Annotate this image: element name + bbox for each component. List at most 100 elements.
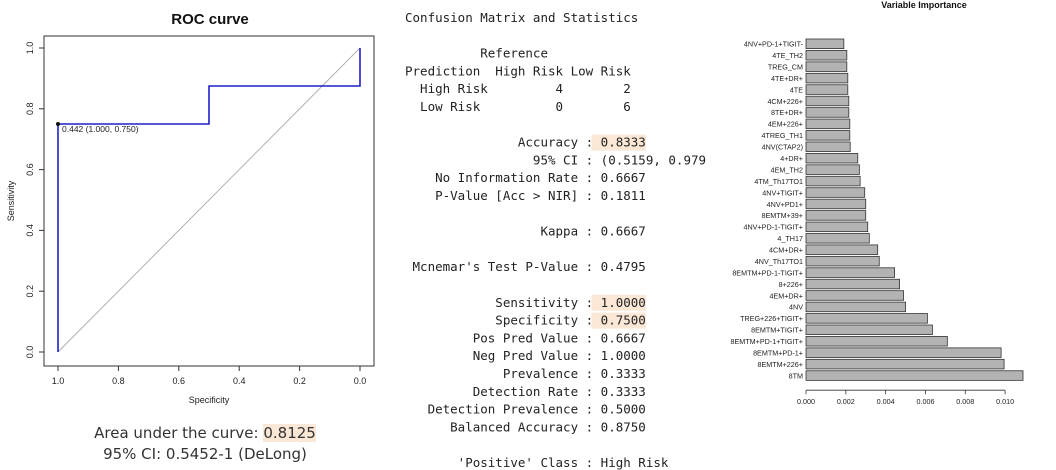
importance-bar-label: 4+DR+ (780, 154, 803, 163)
auc-label: Area under the curve: (94, 424, 264, 442)
importance-bar-label: 4NV (789, 303, 803, 312)
stat-line: 'Positive' Class : High Risk (405, 455, 669, 470)
roc-curve-line (57, 48, 361, 352)
importance-bar-label: 8TM (789, 371, 803, 380)
stat-line: Sensitivity : 1.0000 (405, 295, 646, 310)
vi-x-tick-label: 0.000 (797, 397, 815, 406)
importance-bar (805, 130, 851, 141)
importance-bar-label: 4TE_TH2 (772, 51, 803, 60)
roc-x-axis-label: Specificity (189, 395, 230, 405)
importance-bar (805, 221, 869, 233)
vi-title: Variable Importance (881, 0, 967, 10)
roc-y-tick-label: 0.6 (25, 163, 35, 176)
auc-summary: Area under the curve: 0.8125 (0, 424, 410, 442)
roc-x-tick-label: 0.8 (112, 376, 125, 386)
stat-line: Pos Pred Value : 0.6667 (405, 330, 646, 345)
importance-bar-label: 8EMTM+226+ (757, 360, 803, 369)
importance-bar (805, 95, 850, 107)
stat-line: Prediction High Risk Low Risk (405, 63, 631, 78)
importance-bar (805, 72, 849, 84)
importance-bar-label: 4EM+DR+ (769, 291, 803, 300)
importance-bar (805, 61, 848, 72)
importance-bar-label: TREG_CM (768, 62, 803, 71)
auc-ci: 95% CI: 0.5452-1 (DeLong) (103, 445, 307, 463)
vi-layer: 4NV+PD-1+TIGIT- 4TE_TH2 TREG_CM 4TE+DR+ 4TE 4… (731, 38, 1024, 406)
importance-bar-label: 4NV+TIGIT+ (762, 188, 803, 197)
importance-bar (805, 267, 895, 278)
importance-bar-label: 4EM+226+ (768, 120, 803, 129)
roc-y-axis-label: Sensitivity (6, 180, 16, 221)
roc-threshold-point (56, 122, 60, 126)
importance-bar (805, 313, 928, 324)
stat-line: Balanced Accuracy : 0.8750 (405, 419, 646, 434)
variable-importance-chart: Variable Importance 4NV+PD-1+TIGIT- 4TE_T… (731, 0, 1024, 406)
importance-bar (805, 370, 1024, 381)
importance-bar-label: 8EMTM+PD-1+TIGIT+ (731, 337, 804, 346)
roc-y-tick-label: 0.0 (25, 346, 35, 359)
importance-bar-label: 4CM+226+ (767, 97, 803, 106)
importance-bar (805, 38, 845, 50)
importance-bar-label: 8EMTM+39+ (761, 211, 803, 220)
stat-line: Kappa : 0.6667 (405, 224, 646, 239)
importance-bar-label: 4NV+PD-1-TIGIT+ (743, 223, 803, 232)
importance-bar-label: 4TE (790, 85, 803, 94)
stat-line: High Risk 4 2 (405, 81, 631, 96)
importance-bar-label: 4_TH17 (777, 234, 803, 243)
importance-bar-label: 4CM+DR+ (769, 246, 803, 255)
importance-bar (805, 118, 851, 130)
vi-x-tick-label: 0.008 (956, 397, 974, 406)
importance-bar (805, 347, 1002, 358)
importance-bar-label: TREG+226+TIGIT+ (740, 314, 803, 323)
importance-bar (805, 175, 861, 187)
roc-y-tick-label: 0.4 (25, 224, 35, 237)
roc-x-tick-label: 0.2 (293, 376, 306, 386)
roc-x-tick-label: 0.0 (354, 376, 367, 386)
stat-line: P-Value [Acc > NIR] : 0.1811 (405, 188, 646, 203)
roc-y-tick-label: 0.8 (25, 103, 35, 116)
stat-line: Prevalence : 0.3333 (405, 366, 646, 381)
importance-bar (805, 233, 870, 244)
stat-line: Mcnemar's Test P-Value : 0.4795 (405, 259, 646, 274)
roc-title: ROC curve (171, 11, 249, 28)
vi-x-tick-label: 0.002 (837, 397, 855, 406)
importance-bar (805, 152, 859, 164)
auc-value: 0.8125 (263, 424, 316, 442)
stats-layer: Confusion Matrix and Statistics Referenc… (405, 10, 706, 470)
stat-highlight (591, 294, 646, 311)
importance-bar-label: 4NV+PD1+ (767, 200, 803, 209)
importance-bar (805, 336, 948, 347)
importance-bar-label: 4NV_Th17TO1 (755, 257, 803, 266)
roc-threshold-label: 0.442 (1.000, 0.750) (62, 124, 139, 134)
importance-bar (805, 84, 849, 95)
importance-bar (805, 244, 879, 255)
stat-line: Confusion Matrix and Statistics (405, 10, 638, 25)
stat-line: Detection Prevalence : 0.5000 (405, 402, 646, 417)
importance-bar (805, 141, 851, 152)
importance-bar (805, 187, 866, 198)
importance-bar (805, 324, 933, 336)
vi-x-tick-label: 0.010 (996, 397, 1014, 406)
roc-x-tick-label: 1.0 (52, 376, 65, 386)
importance-bar-label: 4TREG_TH1 (761, 131, 803, 140)
importance-bar (805, 358, 1005, 370)
importance-bar-label: 8+226+ (779, 280, 803, 289)
importance-bar-label: 4NV(CTAP2) (762, 143, 803, 152)
importance-bar (805, 107, 850, 118)
importance-bar (805, 290, 904, 301)
stat-line: Reference (405, 46, 548, 61)
importance-bar (805, 255, 880, 267)
importance-bar-label: 4TM_Th17TO1 (754, 177, 803, 186)
stat-line: Detection Rate : 0.3333 (405, 384, 646, 399)
importance-bar (805, 278, 900, 290)
confusion-matrix-stats: Confusion Matrix and Statistics Referenc… (405, 10, 706, 470)
reference-diagonal-line (57, 47, 361, 353)
roc-layer: 1.0 0.8 0.6 0.4 0.2 0.0 0.0 0.2 0.4 0.6 0.8 1.0 0.44… (25, 42, 366, 386)
stat-line: Neg Pred Value : 1.0000 (405, 348, 646, 363)
stat-highlight (591, 312, 646, 329)
vi-x-tick-label: 0.006 (916, 397, 934, 406)
importance-bar-label: 8EMTM+PD-1-TIGIT+ (732, 268, 803, 277)
importance-bar (805, 164, 860, 175)
importance-bar-label: 4TE+DR+ (771, 74, 803, 83)
stat-line: Accuracy : 0.8333 (405, 135, 646, 150)
importance-bar-label: 4NV+PD-1+TIGIT- (744, 40, 804, 49)
